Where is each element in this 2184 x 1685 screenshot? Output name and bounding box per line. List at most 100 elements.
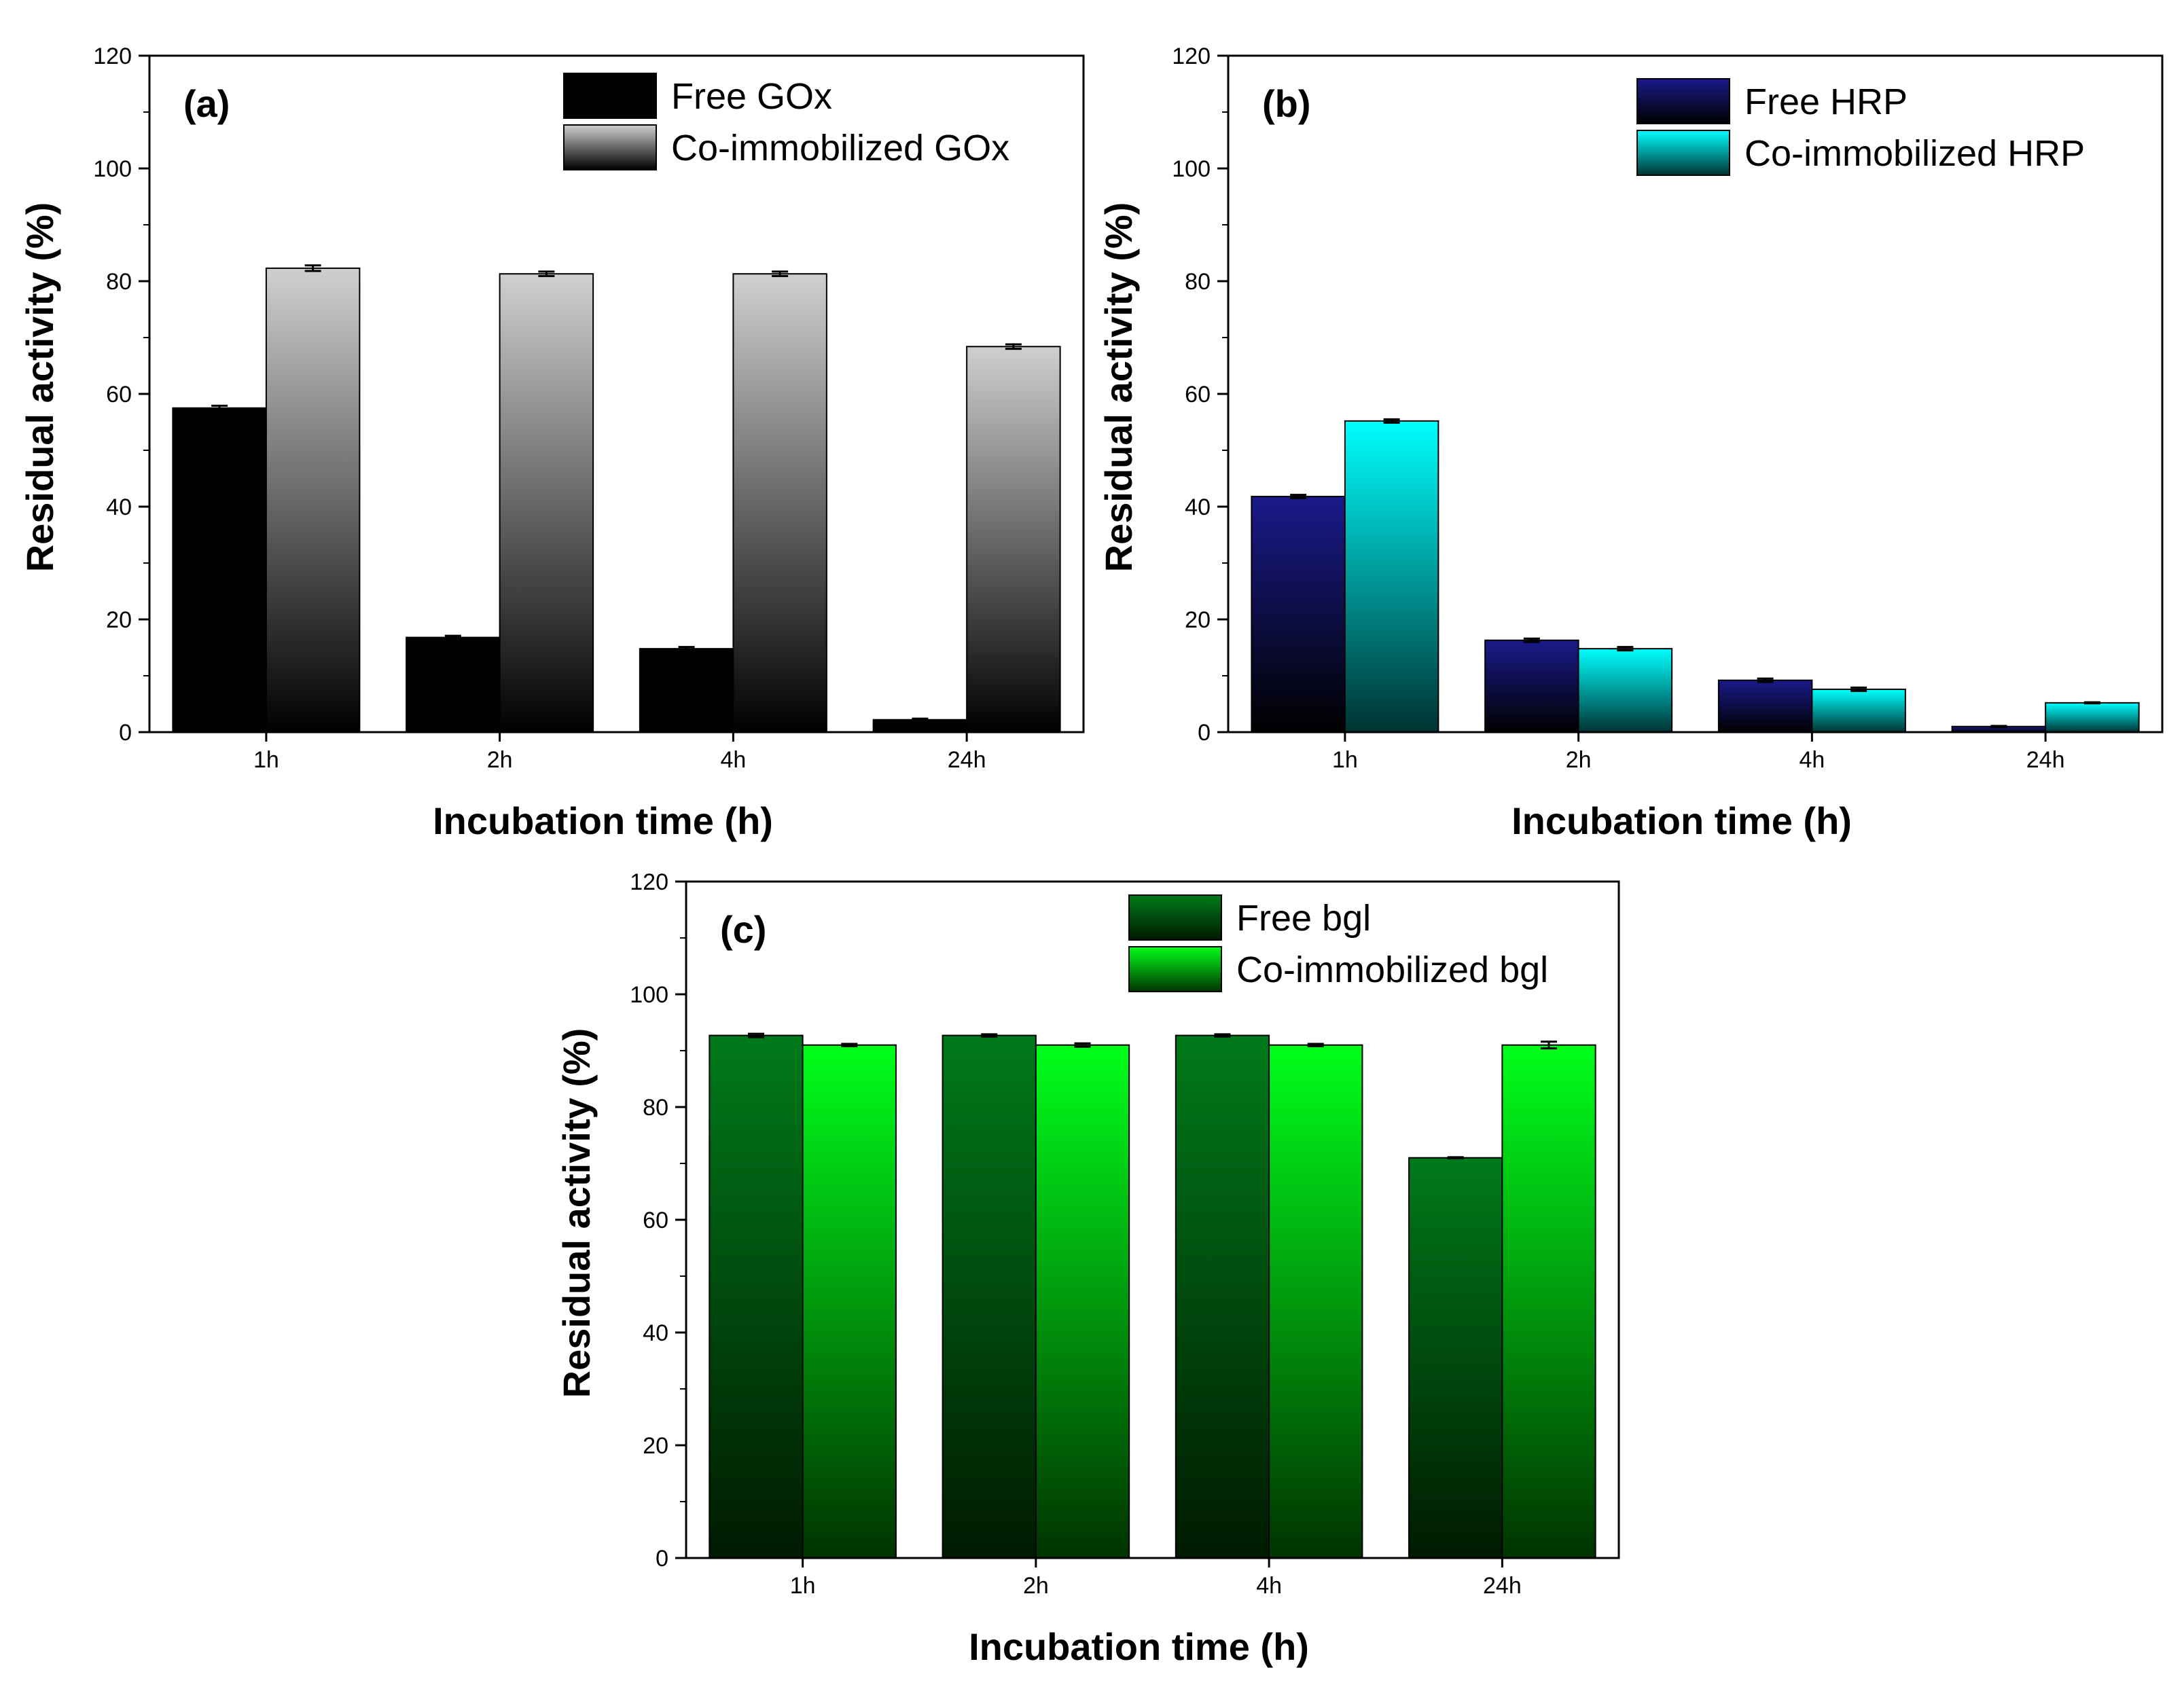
y-tick-label: 0 bbox=[1198, 720, 1211, 746]
x-axis-title: Incubation time (h) bbox=[433, 799, 773, 842]
error-bar bbox=[444, 634, 461, 640]
y-tick-label: 40 bbox=[643, 1320, 668, 1346]
bar-co-immobilized-bgl-1h bbox=[802, 1044, 897, 1559]
error-bar bbox=[1850, 686, 1867, 692]
error-bar bbox=[538, 270, 555, 278]
y-tick-label: 80 bbox=[643, 1095, 668, 1121]
bar-co-immobilized-bgl-2h bbox=[1035, 1044, 1130, 1559]
bar-co-immobilized-gox-2h bbox=[499, 273, 594, 733]
legend-swatch bbox=[1128, 894, 1222, 941]
legend-label: Co-immobilized bgl bbox=[1236, 949, 1548, 990]
error-bar bbox=[1307, 1043, 1324, 1047]
x-tick-label: 24h bbox=[2026, 747, 2065, 773]
y-tick-label: 120 bbox=[630, 869, 668, 895]
legend-label: Co-immobilized HRP bbox=[1744, 133, 2085, 174]
x-tick-label: 4h bbox=[720, 747, 746, 773]
x-tick-label: 1h bbox=[253, 747, 279, 773]
error-bar bbox=[1447, 1156, 1464, 1160]
bar-co-immobilized-gox-24h bbox=[966, 346, 1061, 733]
error-bar bbox=[981, 1033, 998, 1038]
legend-swatch bbox=[563, 124, 657, 170]
legend-label: Free HRP bbox=[1744, 81, 1908, 122]
y-tick-label: 0 bbox=[119, 720, 132, 746]
legend-swatch bbox=[1636, 130, 1730, 176]
error-bar bbox=[2083, 701, 2100, 705]
y-tick-label: 20 bbox=[1185, 607, 1211, 633]
error-bar bbox=[1617, 646, 1634, 652]
error-bar bbox=[211, 404, 228, 412]
y-axis-title: Residual activity (%) bbox=[18, 202, 61, 573]
bar-co-immobilized-hrp-24h bbox=[2045, 702, 2140, 733]
legend: Free bgl Co-immobilized bgl bbox=[1128, 894, 1548, 992]
error-bar bbox=[1757, 677, 1774, 683]
error-bar bbox=[1290, 494, 1307, 500]
y-tick-label: 40 bbox=[106, 494, 132, 520]
legend: Free HRP Co-immobilized HRP bbox=[1636, 78, 2085, 176]
legend-swatch bbox=[563, 73, 657, 119]
error-bar bbox=[841, 1043, 858, 1047]
bar-free-gox-1h bbox=[172, 407, 267, 733]
y-tick-label: 20 bbox=[106, 607, 132, 633]
x-tick-label: 1h bbox=[790, 1573, 816, 1599]
bar-co-immobilized-bgl-4h bbox=[1268, 1044, 1363, 1559]
y-tick-label: 100 bbox=[93, 156, 132, 182]
error-bar bbox=[1523, 637, 1540, 643]
bar-free-gox-2h bbox=[406, 636, 501, 733]
y-tick-label: 100 bbox=[1172, 156, 1211, 182]
x-tick-label: 24h bbox=[948, 747, 986, 773]
legend-label: Free GOx bbox=[671, 76, 832, 117]
error-bar bbox=[304, 264, 321, 272]
bar-co-immobilized-hrp-1h bbox=[1344, 420, 1439, 733]
legend-label: Free bgl bbox=[1236, 898, 1371, 939]
error-bar bbox=[678, 646, 695, 652]
legend-swatch bbox=[1636, 78, 1730, 124]
bar-free-gox-4h bbox=[639, 648, 734, 733]
y-tick-label: 120 bbox=[93, 43, 132, 69]
y-tick-label: 120 bbox=[1172, 43, 1211, 69]
y-tick-label: 80 bbox=[1185, 269, 1211, 295]
legend: Free GOx Co-immobilized GOx bbox=[563, 73, 1009, 170]
y-tick-label: 60 bbox=[106, 382, 132, 407]
error-bar bbox=[1214, 1033, 1231, 1038]
y-tick-label: 60 bbox=[1185, 382, 1211, 407]
error-bar bbox=[1383, 418, 1400, 424]
x-tick-label: 24h bbox=[1483, 1573, 1522, 1599]
y-tick-label: 40 bbox=[1185, 494, 1211, 520]
legend-label: Co-immobilized GOx bbox=[671, 128, 1009, 168]
bar-free-bgl-24h bbox=[1408, 1157, 1503, 1559]
x-axis-title: Incubation time (h) bbox=[1511, 799, 1852, 842]
bar-free-hrp-4h bbox=[1717, 679, 1813, 733]
bar-free-bgl-2h bbox=[942, 1034, 1037, 1559]
x-tick-label: 1h bbox=[1332, 747, 1358, 773]
panel-label: (c) bbox=[720, 908, 766, 951]
y-tick-label: 20 bbox=[643, 1433, 668, 1459]
error-bar bbox=[747, 1032, 764, 1038]
y-axis-title: Residual activity (%) bbox=[555, 1028, 598, 1398]
error-bar bbox=[1005, 343, 1022, 350]
bar-co-immobilized-hrp-4h bbox=[1811, 688, 1906, 733]
error-bar bbox=[1541, 1040, 1558, 1050]
error-bar bbox=[1074, 1042, 1091, 1048]
x-tick-label: 4h bbox=[1799, 747, 1825, 773]
x-tick-label: 2h bbox=[1023, 1573, 1049, 1599]
bar-co-immobilized-bgl-24h bbox=[1501, 1044, 1596, 1559]
bar-free-bgl-1h bbox=[709, 1034, 804, 1559]
y-tick-label: 100 bbox=[630, 982, 668, 1008]
x-tick-label: 2h bbox=[487, 747, 513, 773]
panel-label: (b) bbox=[1262, 82, 1311, 125]
legend-swatch bbox=[1128, 946, 1222, 992]
x-tick-label: 4h bbox=[1256, 1573, 1282, 1599]
panel-c: 1h 2h 4h 24h 0 20 40 60 80 100 120 Incubation time … bbox=[555, 869, 1620, 1668]
x-tick-label: 2h bbox=[1566, 747, 1592, 773]
error-bar bbox=[912, 717, 929, 722]
y-tick-label: 80 bbox=[106, 269, 132, 295]
panel-label: (a) bbox=[183, 82, 230, 125]
y-tick-label: 0 bbox=[656, 1546, 668, 1572]
bar-co-immobilized-gox-4h bbox=[732, 273, 827, 733]
bar-free-bgl-4h bbox=[1175, 1034, 1270, 1559]
error-bar bbox=[772, 270, 789, 278]
panel-a: 1h 2h 4h 24h 0 20 40 60 80 100 120 Incubation time … bbox=[18, 43, 1085, 842]
x-axis-title: Incubation time (h) bbox=[969, 1625, 1309, 1668]
y-tick-label: 60 bbox=[643, 1208, 668, 1233]
